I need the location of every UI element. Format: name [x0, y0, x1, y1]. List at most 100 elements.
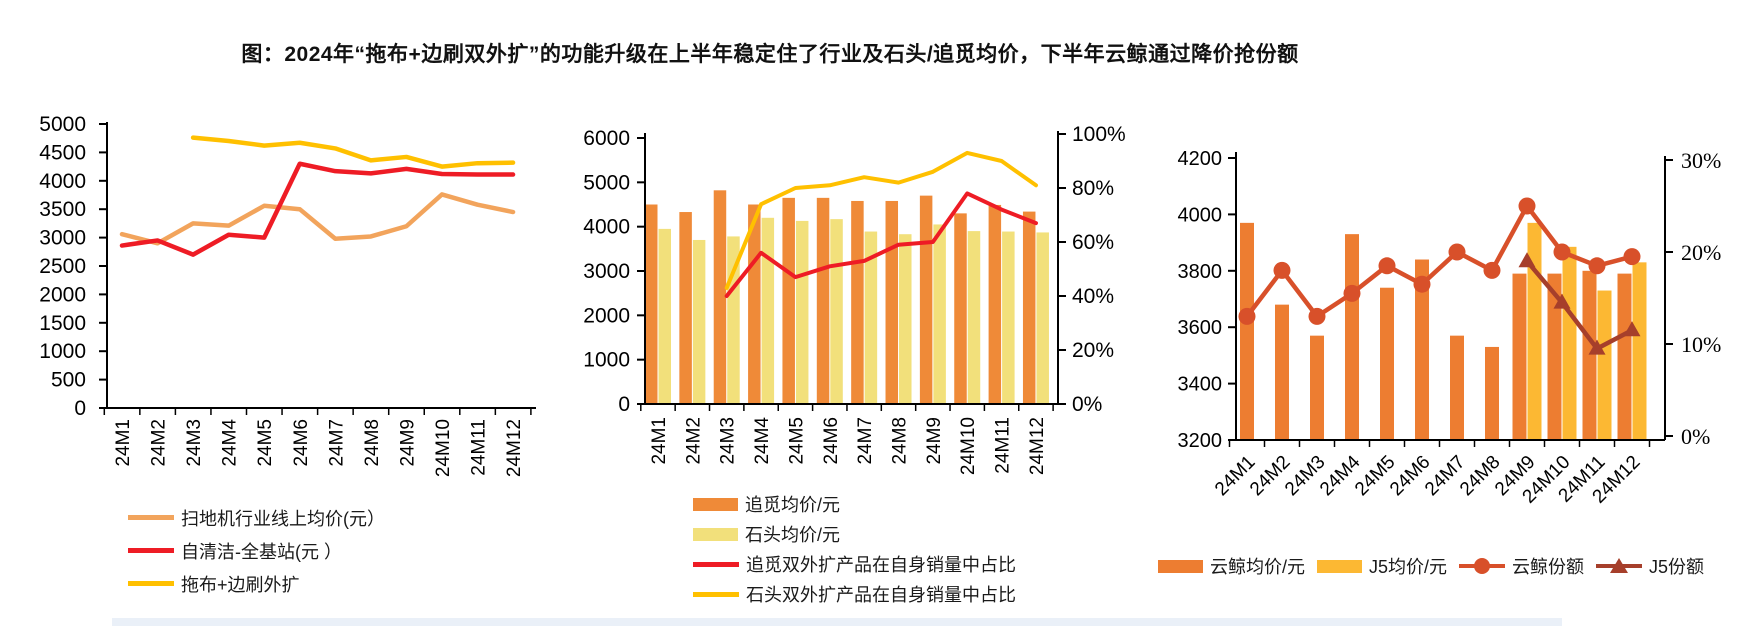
pct-line-series: [724, 150, 1038, 298]
svg-text:24M6: 24M6: [291, 419, 312, 467]
legend-item: 扫地机行业线上均价(元）: [128, 501, 385, 534]
svg-text:24M10: 24M10: [958, 417, 979, 475]
svg-text:24M10: 24M10: [433, 419, 454, 477]
svg-text:24M4: 24M4: [752, 417, 773, 465]
svg-text:0: 0: [74, 397, 86, 420]
svg-text:2000: 2000: [39, 283, 86, 306]
legend-item: 云鲸份额: [1459, 553, 1584, 579]
svg-text:24M11: 24M11: [993, 417, 1014, 474]
svg-text:3500: 3500: [39, 198, 86, 221]
figure-title: 图：2024年“拖布+边刷双外扩”的功能升级在上半年稳定住了行业及石头/追觅均价…: [241, 43, 1299, 66]
svg-text:24M11: 24M11: [469, 419, 490, 476]
color-swatch: [1317, 559, 1363, 573]
svg-text:0%: 0%: [1072, 393, 1102, 416]
svg-text:4200: 4200: [1178, 148, 1223, 170]
legend-item: J5均价/元: [1317, 553, 1447, 579]
svg-text:20%: 20%: [1681, 240, 1721, 265]
legend-item: 云鲸均价/元: [1158, 553, 1305, 579]
bar-series: [645, 190, 1049, 404]
legend-label: 追觅均价/元: [745, 495, 841, 515]
legend-item: 拖布+边刷外扩: [128, 567, 385, 600]
svg-text:0: 0: [618, 393, 630, 416]
svg-text:4500: 4500: [39, 141, 86, 164]
right-axis-ticks: 0% 20% 40% 60% 80% 100%: [1058, 123, 1126, 416]
svg-text:24M1: 24M1: [113, 419, 134, 467]
legend-item: 石头均价/元: [693, 519, 1016, 549]
svg-text:0%: 0%: [1681, 424, 1710, 449]
svg-text:24M5: 24M5: [786, 417, 807, 465]
line-series: [119, 135, 516, 257]
legend-label: 云鲸均价/元: [1210, 557, 1306, 577]
x-axis-labels: 24M124M224M324M424M524M624M724M824M924M1…: [1211, 451, 1644, 507]
y-axis-ticks: 0 500 1000 1500 2000 2500 3000 3500 4000 4500 5000: [39, 113, 107, 420]
color-swatch: [1158, 559, 1203, 573]
legend-item: 追觅双外扩产品在自身销量中占比: [693, 549, 1016, 579]
svg-text:2500: 2500: [39, 255, 86, 278]
axes: [1235, 152, 1666, 441]
svg-text:3000: 3000: [39, 227, 86, 250]
svg-text:24M3: 24M3: [718, 417, 739, 465]
dreame-roborock-chart-legend: 追觅均价/元 石头均价/元追觅双外扩产品在自身销量中占比石头双外扩产品在自身销量中…: [693, 489, 1016, 609]
svg-text:5000: 5000: [39, 113, 86, 136]
svg-text:24M8: 24M8: [362, 419, 383, 467]
industry-chart-legend: 扫地机行业线上均价(元） 自清洁-全基站(元 ） 拖布+边刷外扩: [128, 501, 385, 600]
bar-series: [1240, 222, 1647, 440]
circle-marker-swatch: [1459, 556, 1506, 576]
svg-text:24M2: 24M2: [683, 417, 704, 465]
svg-text:24M3: 24M3: [184, 419, 205, 467]
svg-text:4000: 4000: [1178, 204, 1223, 226]
svg-text:3600: 3600: [1178, 317, 1223, 339]
svg-text:80%: 80%: [1072, 177, 1114, 200]
legend-label: 石头均价/元: [745, 525, 841, 545]
svg-text:24M12: 24M12: [504, 419, 525, 477]
svg-text:24M1: 24M1: [649, 417, 670, 465]
svg-text:24M7: 24M7: [855, 417, 876, 465]
svg-text:1000: 1000: [583, 349, 630, 372]
line-swatch: [693, 561, 739, 567]
legend-label: 拖布+边刷外扩: [181, 574, 300, 595]
color-swatch: [693, 527, 738, 541]
svg-text:24M4: 24M4: [220, 419, 241, 467]
legend-item: J5份额: [1596, 553, 1704, 579]
share-line-series: [1238, 197, 1641, 355]
svg-text:3000: 3000: [583, 260, 630, 283]
line-swatch: [693, 591, 739, 597]
line-swatch: [128, 581, 174, 586]
legend-label: 自清洁-全基站(元 ）: [181, 541, 342, 562]
svg-text:1000: 1000: [39, 340, 86, 363]
line-swatch: [128, 548, 174, 553]
svg-text:24M2: 24M2: [149, 419, 170, 467]
svg-text:500: 500: [51, 369, 86, 392]
narwal-j5-chart-legend: 云鲸均价/元 J5均价/元 云鲸份额 J5份额: [1158, 553, 1704, 579]
svg-text:3800: 3800: [1178, 261, 1223, 283]
bottom-table-edge: [112, 618, 1562, 626]
x-axis-ticks: [640, 404, 1054, 411]
svg-text:20%: 20%: [1072, 339, 1114, 362]
legend-item: 自清洁-全基站(元 ）: [128, 534, 385, 567]
svg-text:24M9: 24M9: [924, 417, 945, 465]
right-axis-ticks: 0% 10% 20% 30%: [1665, 148, 1721, 449]
svg-text:60%: 60%: [1072, 231, 1114, 254]
color-swatch: [693, 497, 738, 511]
triangle-marker-swatch: [1596, 556, 1643, 576]
legend-label: 扫地机行业线上均价(元）: [181, 508, 385, 529]
svg-text:24M9: 24M9: [397, 419, 418, 467]
svg-text:2000: 2000: [583, 304, 630, 327]
svg-text:24M5: 24M5: [255, 419, 276, 467]
svg-text:6000: 6000: [583, 127, 630, 150]
svg-text:10%: 10%: [1681, 332, 1721, 357]
legend-item: 追觅均价/元: [693, 489, 1016, 519]
left-axis-ticks: 3200 3400 3600 3800 4000 4200: [1178, 148, 1236, 452]
svg-text:4000: 4000: [39, 170, 86, 193]
svg-text:24M8: 24M8: [890, 417, 911, 465]
legend-label: 追觅双外扩产品在自身销量中占比: [746, 555, 1016, 575]
legend-item: 石头双外扩产品在自身销量中占比: [693, 579, 1016, 609]
dreame-roborock-chart: 0 1000 2000 3000 4000 5000 6000 0% 20% 40% 60% 80% 1…: [583, 123, 1126, 476]
legend-label: J5份额: [1649, 557, 1705, 577]
industry-avg-price-chart: 0 500 1000 1500 2000 2500 3000 3500 4000 4500 5000…: [39, 113, 536, 478]
svg-text:5000: 5000: [583, 171, 630, 194]
svg-text:100%: 100%: [1072, 123, 1126, 146]
